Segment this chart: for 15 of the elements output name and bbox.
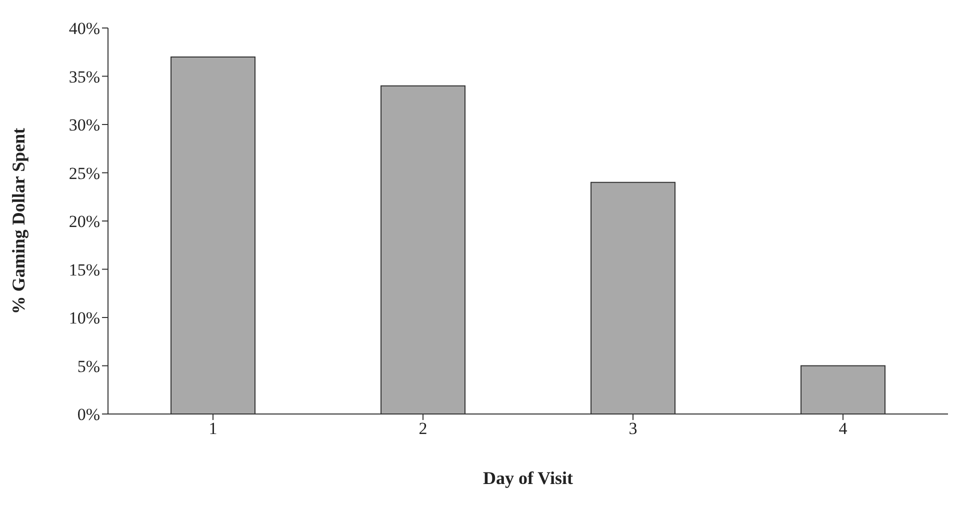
x-tick-label: 2: [418, 419, 428, 438]
x-tick-label: 3: [628, 419, 638, 438]
y-tick-label: 40%: [68, 19, 100, 38]
y-axis-title: % Gaming Dollar Spent: [8, 128, 28, 314]
x-axis-title: Day of Visit: [483, 468, 574, 488]
y-tick-label: 25%: [68, 164, 100, 183]
y-tick-label: 0%: [77, 405, 100, 424]
y-tick-label: 35%: [68, 67, 100, 86]
y-tick-label: 5%: [77, 356, 100, 376]
y-tick-label: 15%: [68, 260, 100, 280]
x-tick-label: 1: [208, 419, 218, 438]
y-tick-label: 30%: [68, 116, 100, 135]
y-tick-label: 20%: [68, 212, 100, 232]
y-tick-label: 10%: [68, 308, 100, 328]
x-tick-label: 4: [838, 419, 848, 438]
